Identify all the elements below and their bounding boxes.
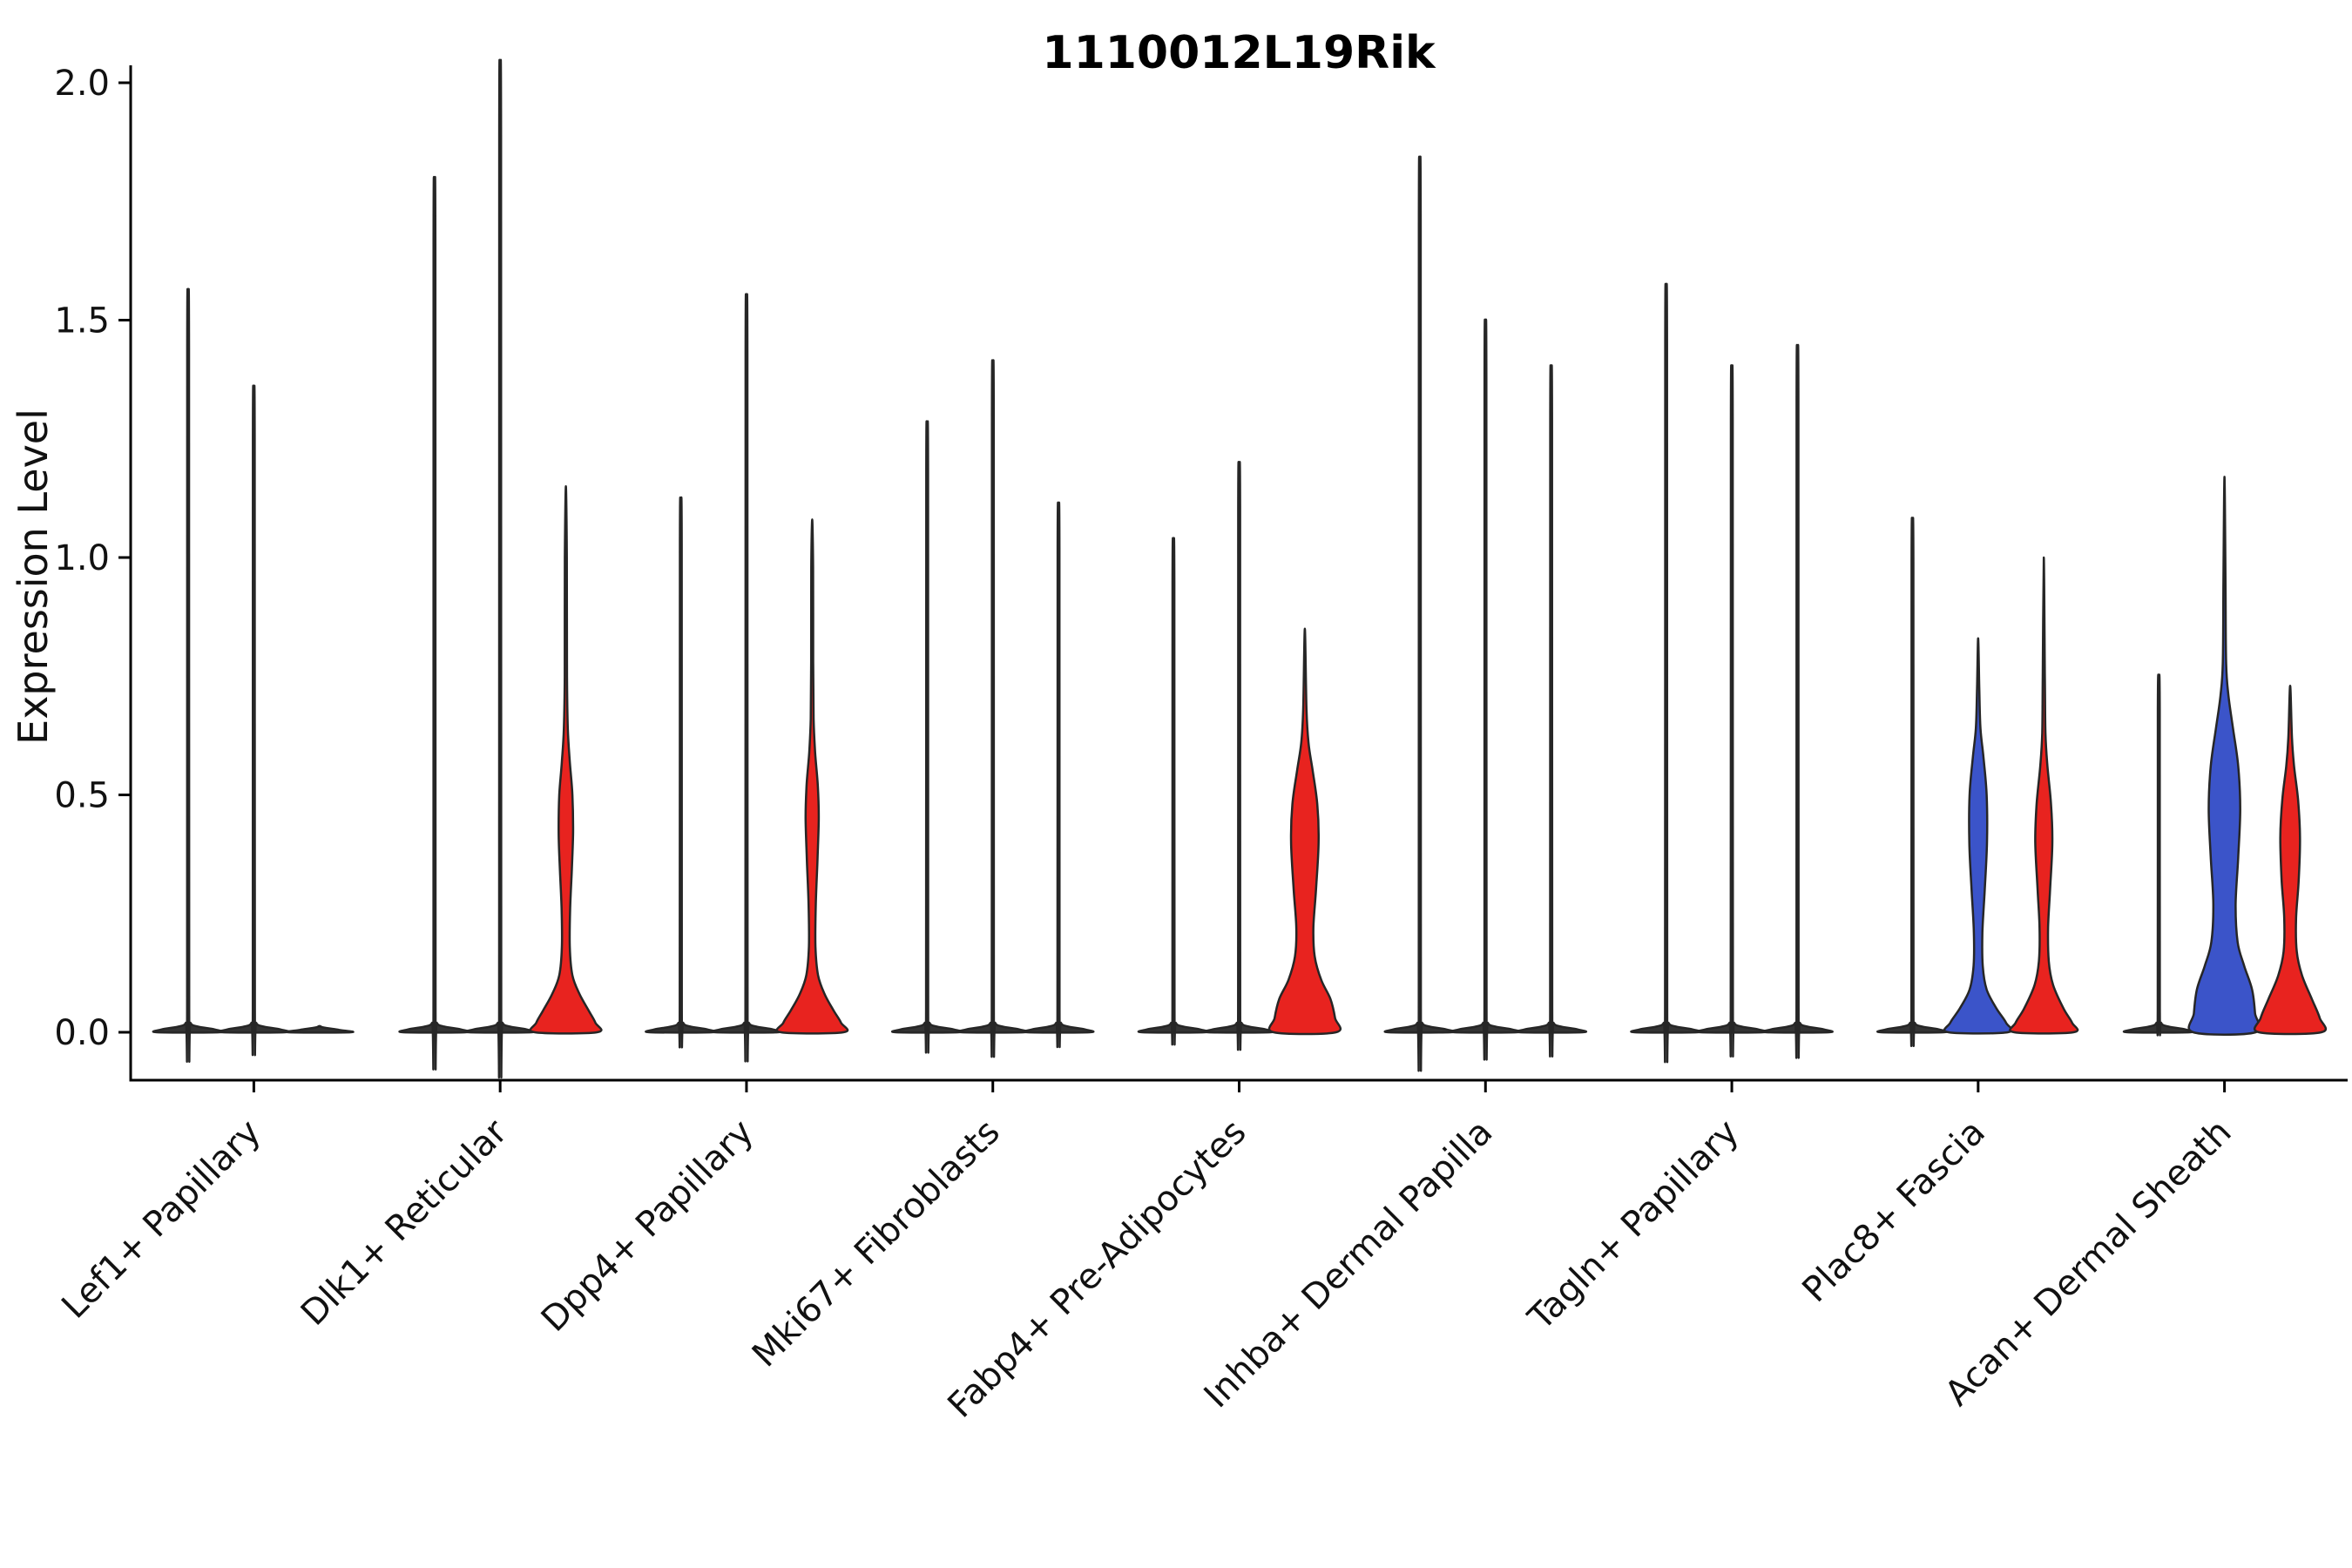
violin-7-1-thin xyxy=(1630,282,1703,1064)
violin-9-1-thin xyxy=(2122,673,2195,1037)
violin-4-2-thin xyxy=(956,359,1030,1058)
violin-8-3-red xyxy=(2009,556,2079,1035)
violin-6-2-thin xyxy=(1449,318,1522,1061)
violin-5-3-red xyxy=(1267,627,1342,1036)
x-tick-label-6: Inhba+ Dermal Papilla xyxy=(1197,1112,1501,1416)
violin-2-2-thin xyxy=(463,58,537,1079)
violin-5-1-thin xyxy=(1137,537,1210,1046)
violin-6-3-thin xyxy=(1515,364,1588,1058)
y-tick-label-2.0: 2.0 xyxy=(54,64,110,104)
x-tick-label-2: Dlk1+ Reticular xyxy=(294,1112,516,1334)
chart-title: 1110012L19Rik xyxy=(1042,27,1436,79)
x-tick-label-9: Acan+ Dermal Sheath xyxy=(1937,1112,2240,1415)
violin-4-3-thin xyxy=(1022,501,1095,1049)
violin-2-1-thin xyxy=(398,176,471,1071)
y-tick-label-0.5: 0.5 xyxy=(54,776,110,816)
violin-8-2-blue xyxy=(1943,637,2013,1035)
x-tick-label-3: Dpp4+ Papillary xyxy=(534,1112,761,1340)
violin-7-2-thin xyxy=(1695,364,1768,1058)
y-tick-label-1.0: 1.0 xyxy=(54,538,110,578)
x-tick-label-1: Lef1+ Papillary xyxy=(54,1112,268,1327)
violin-1-1-thin xyxy=(152,287,225,1063)
violin-4-1-thin xyxy=(890,420,963,1054)
violin-5-2-thin xyxy=(1203,461,1275,1051)
violin-1-3-thin xyxy=(284,1024,355,1034)
violin-3-3-red xyxy=(775,518,849,1035)
violin-9-3-red xyxy=(2253,684,2328,1036)
violin-9-2-blue xyxy=(2187,476,2261,1036)
violin-8-1-thin xyxy=(1876,517,1949,1047)
violin-3-2-thin xyxy=(710,293,783,1063)
y-tick-label-0.0: 0.0 xyxy=(54,1013,110,1053)
violin-7-3-thin xyxy=(1761,343,1834,1059)
x-tick-label-8: Plac8+ Fascia xyxy=(1794,1112,1993,1311)
x-tick-label-7: Tagln+ Papillary xyxy=(1520,1112,1747,1339)
y-tick-label-1.5: 1.5 xyxy=(54,301,110,341)
violin-6-1-thin xyxy=(1383,155,1456,1072)
violin-1-2-thin xyxy=(218,384,290,1057)
violins-layer xyxy=(152,58,2328,1079)
axes-layer: 0.0 0.5 1.0 1.5 2.0 Lef1+ Papillary Dlk1+ Reti… xyxy=(54,64,2348,1426)
violin-2-3-red xyxy=(529,485,603,1035)
y-axis-label: Expression Level xyxy=(10,409,57,745)
x-tick-label-4: Mki67+ Fibroblasts xyxy=(745,1112,1008,1375)
violin-3-1-thin xyxy=(645,496,717,1049)
